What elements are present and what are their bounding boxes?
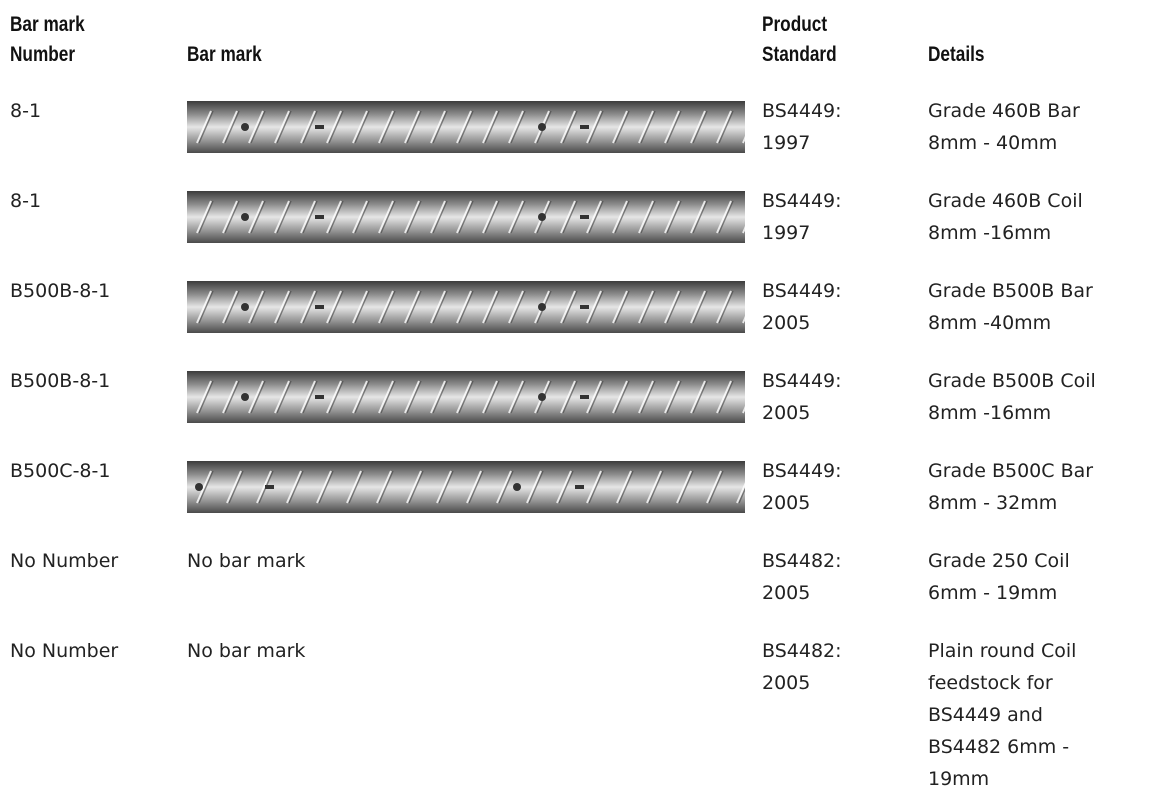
text-line: Grade B500C Bar [928, 460, 1094, 482]
text-line: 8mm -16mm [928, 222, 1052, 244]
text-line: 1997 [762, 222, 811, 244]
text-line: 8mm - 40mm [928, 132, 1058, 154]
text-line: BS4482: [762, 550, 842, 572]
details: Plain round Coil feedstock for BS4449 and B… [928, 635, 1076, 795]
text-line: 6mm - 19mm [928, 582, 1058, 604]
bar-number: 8-1 [10, 100, 42, 122]
product-standard: BS4449: 2005 [762, 365, 842, 429]
details: Grade 250 Coil 6mm - 19mm [928, 545, 1070, 609]
text-line: BS4449: [762, 100, 842, 122]
text-line: Product [762, 13, 828, 36]
text-line: BS4449: [762, 460, 842, 482]
product-standard: BS4449: 1997 [762, 185, 842, 249]
bar-number: B500B-8-1 [10, 370, 111, 392]
text-line: Standard [762, 43, 837, 66]
bar-number: No Number [10, 640, 119, 662]
product-standard: BS4449: 1997 [762, 95, 842, 159]
text-line: Grade B500B Bar [928, 280, 1093, 302]
text-line: Grade 460B Bar [928, 100, 1080, 122]
text-line: BS4449: [762, 370, 842, 392]
text-line: 8mm -40mm [928, 312, 1052, 334]
bar-number: B500C-8-1 [10, 460, 111, 482]
text-line: Grade 460B Coil [928, 190, 1083, 212]
details: Grade 460B Coil 8mm -16mm [928, 185, 1083, 249]
text-line: Bar mark [10, 13, 85, 36]
header-number: Bar mark Number [10, 10, 85, 70]
bar-mark-text: No bar mark [187, 550, 306, 572]
bar-image [187, 461, 745, 513]
text-line: Plain round Coil [928, 640, 1077, 662]
details: Grade B500B Coil 8mm -16mm [928, 365, 1096, 429]
text-line: Grade 250 Coil [928, 550, 1070, 572]
product-standard: BS4482: 2005 [762, 635, 842, 699]
text-line: Bar mark [187, 43, 262, 66]
header-standard: Product Standard [762, 10, 837, 70]
bar-image [187, 191, 745, 243]
bar-image [187, 371, 745, 423]
product-standard: BS4449: 2005 [762, 455, 842, 519]
text-line: 1997 [762, 132, 811, 154]
text-line: Details [928, 43, 985, 66]
text-line: 2005 [762, 492, 811, 514]
text-line: BS4482: [762, 640, 842, 662]
text-line: feedstock for [928, 672, 1053, 694]
text-line: 8mm - 32mm [928, 492, 1058, 514]
text-line: BS4449 and [928, 704, 1043, 726]
text-line: 2005 [762, 312, 811, 334]
product-standard: BS4449: 2005 [762, 275, 842, 339]
header-bar-mark: Bar mark [187, 40, 262, 70]
bar-image [187, 281, 745, 333]
text-line: 2005 [762, 402, 811, 424]
bar-number: B500B-8-1 [10, 280, 111, 302]
details: Grade 460B Bar 8mm - 40mm [928, 95, 1080, 159]
details: Grade B500B Bar 8mm -40mm [928, 275, 1093, 339]
text-line: Number [10, 43, 76, 66]
text-line: 2005 [762, 582, 811, 604]
header-details: Details [928, 40, 984, 70]
text-line: 19mm [928, 768, 990, 790]
bar-number: 8-1 [10, 190, 42, 212]
product-standard: BS4482: 2005 [762, 545, 842, 609]
text-line: 8mm -16mm [928, 402, 1052, 424]
bar-mark-text: No bar mark [187, 640, 306, 662]
text-line: BS4482 6mm - [928, 736, 1070, 758]
text-line: BS4449: [762, 280, 842, 302]
bar-number: No Number [10, 550, 119, 572]
text-line: BS4449: [762, 190, 842, 212]
text-line: 2005 [762, 672, 811, 694]
bar-image [187, 101, 745, 153]
text-line: Grade B500B Coil [928, 370, 1096, 392]
details: Grade B500C Bar 8mm - 32mm [928, 455, 1093, 519]
